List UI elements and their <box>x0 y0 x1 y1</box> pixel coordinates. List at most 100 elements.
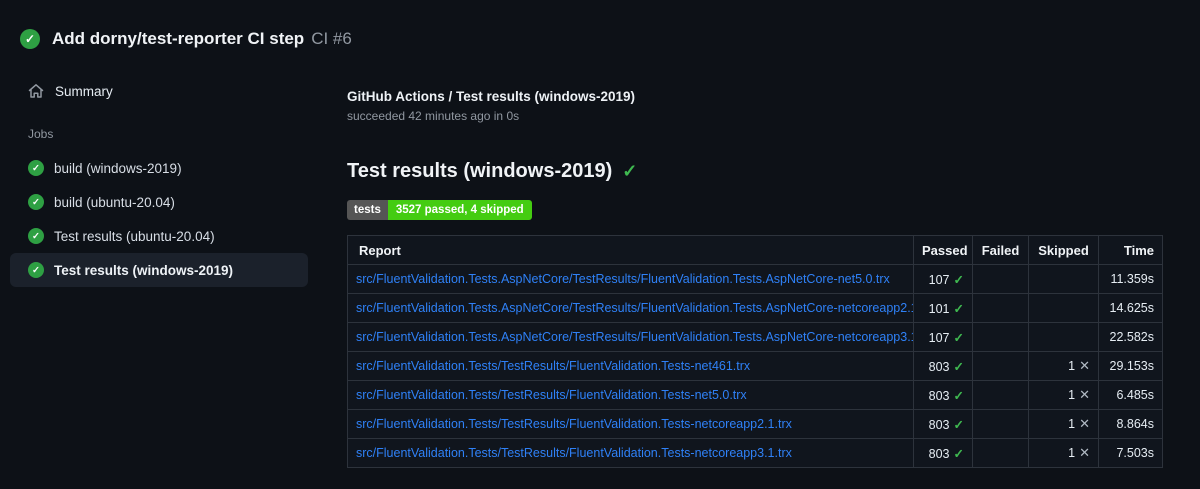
skipped-cell <box>1028 322 1099 352</box>
table-row: src/FluentValidation.Tests/TestResults/F… <box>347 409 1163 439</box>
sidebar-job-item[interactable]: ✓ build (windows-2019) <box>10 151 308 185</box>
tests-badge: tests 3527 passed, 4 skipped <box>347 200 532 220</box>
passed-count: 107 <box>928 330 950 345</box>
passed-check-icon: ✓ <box>953 446 964 461</box>
passed-check-icon: ✓ <box>953 272 964 287</box>
job-label: build (ubuntu-20.04) <box>54 194 175 210</box>
table-row: src/FluentValidation.Tests.AspNetCore/Te… <box>347 322 1163 352</box>
time-cell: 22.582s <box>1098 322 1163 352</box>
sidebar-job-item[interactable]: ✓ Test results (windows-2019) <box>10 253 308 287</box>
sidebar-job-item[interactable]: ✓ build (ubuntu-20.04) <box>10 185 308 219</box>
skipped-x-icon: ✕ <box>1079 387 1090 402</box>
jobs-section-label: Jobs <box>28 127 54 141</box>
time-cell: 8.864s <box>1098 409 1163 439</box>
sidebar: Summary Jobs ✓ build (windows-2019) ✓ build… <box>0 56 347 287</box>
skipped-cell: 1 ✕ <box>1028 438 1099 468</box>
time-cell: 14.625s <box>1098 293 1163 323</box>
passed-count: 803 <box>928 359 950 374</box>
skipped-count: 1 <box>1068 446 1076 460</box>
run-title: Add dorny/test-reporter CI step <box>52 28 305 48</box>
passed-cell: 803 ✓ <box>913 409 973 439</box>
column-header-report: Report <box>347 235 914 265</box>
check-status-line: succeeded 42 minutes ago in 0s <box>347 109 520 123</box>
table-row: src/FluentValidation.Tests.AspNetCore/Te… <box>347 264 1163 294</box>
column-header-passed: Passed <box>913 235 973 265</box>
check-circle-icon: ✓ <box>28 228 44 244</box>
report-link[interactable]: src/FluentValidation.Tests/TestResults/F… <box>356 446 792 460</box>
passed-cell: 803 ✓ <box>913 351 973 381</box>
report-link[interactable]: src/FluentValidation.Tests.AspNetCore/Te… <box>356 330 914 344</box>
passed-check-icon: ✓ <box>953 417 964 432</box>
passed-check-icon: ✓ <box>953 301 964 316</box>
table-row: src/FluentValidation.Tests/TestResults/F… <box>347 380 1163 410</box>
tests-badge-label: tests <box>347 200 388 220</box>
skipped-cell <box>1028 264 1099 294</box>
sidebar-summary-label: Summary <box>55 83 113 99</box>
jobs-list: ✓ build (windows-2019) ✓ build (ubuntu-20.0… <box>10 151 308 287</box>
report-cell: src/FluentValidation.Tests/TestResults/F… <box>347 351 914 381</box>
tests-badge-value: 3527 passed, 4 skipped <box>387 200 532 220</box>
report-cell: src/FluentValidation.Tests/TestResults/F… <box>347 380 914 410</box>
passed-count: 803 <box>928 417 950 432</box>
report-cell: src/FluentValidation.Tests/TestResults/F… <box>347 438 914 468</box>
time-cell: 11.359s <box>1098 264 1163 294</box>
check-circle-icon: ✓ <box>28 194 44 210</box>
failed-cell <box>972 293 1029 323</box>
home-icon <box>28 83 44 99</box>
passed-cell: 803 ✓ <box>913 380 973 410</box>
section-title-text: Test results (windows-2019) <box>347 160 613 182</box>
job-label: Test results (ubuntu-20.04) <box>54 228 215 244</box>
run-number: CI #6 <box>311 28 352 48</box>
failed-cell <box>972 322 1029 352</box>
skipped-cell <box>1028 293 1099 323</box>
table-row: src/FluentValidation.Tests/TestResults/F… <box>347 351 1163 381</box>
job-label: build (windows-2019) <box>54 160 182 176</box>
run-header: ✓ Add dorny/test-reporter CI step CI #6 <box>0 0 1200 56</box>
passed-count: 101 <box>928 301 950 316</box>
report-link[interactable]: src/FluentValidation.Tests.AspNetCore/Te… <box>356 301 914 315</box>
skipped-x-icon: ✕ <box>1079 358 1090 373</box>
passed-cell: 107 ✓ <box>913 264 973 294</box>
passed-check-icon: ✓ <box>953 359 964 374</box>
section-title: Test results (windows-2019) ✓ <box>347 160 1163 183</box>
passed-count: 803 <box>928 446 950 461</box>
passed-check-icon: ✓ <box>953 388 964 403</box>
table-header-row: Report Passed Failed Skipped Time <box>347 235 1163 265</box>
report-link[interactable]: src/FluentValidation.Tests/TestResults/F… <box>356 359 751 373</box>
passed-cell: 803 ✓ <box>913 438 973 468</box>
main-content: GitHub Actions / Test results (windows-2… <box>347 56 1200 468</box>
test-results-table: Report Passed Failed Skipped Time src/Fl… <box>347 235 1163 468</box>
skipped-count: 1 <box>1068 359 1076 373</box>
report-cell: src/FluentValidation.Tests.AspNetCore/Te… <box>347 322 914 352</box>
skipped-x-icon: ✕ <box>1079 416 1090 431</box>
time-cell: 29.153s <box>1098 351 1163 381</box>
passed-count: 803 <box>928 388 950 403</box>
page-layout: Summary Jobs ✓ build (windows-2019) ✓ build… <box>0 56 1200 468</box>
skipped-x-icon: ✕ <box>1079 445 1090 460</box>
check-circle-icon: ✓ <box>20 28 40 49</box>
failed-cell <box>972 380 1029 410</box>
sidebar-job-item[interactable]: ✓ Test results (ubuntu-20.04) <box>10 219 308 253</box>
column-header-failed: Failed <box>972 235 1029 265</box>
passed-cell: 101 ✓ <box>913 293 973 323</box>
failed-cell <box>972 409 1029 439</box>
skipped-cell: 1 ✕ <box>1028 351 1099 381</box>
report-link[interactable]: src/FluentValidation.Tests.AspNetCore/Te… <box>356 272 890 286</box>
skipped-cell: 1 ✕ <box>1028 380 1099 410</box>
table-row: src/FluentValidation.Tests/TestResults/F… <box>347 438 1163 468</box>
report-link[interactable]: src/FluentValidation.Tests/TestResults/F… <box>356 417 792 431</box>
passed-check-icon: ✓ <box>953 330 964 345</box>
report-cell: src/FluentValidation.Tests.AspNetCore/Te… <box>347 264 914 294</box>
skipped-count: 1 <box>1068 417 1076 431</box>
check-circle-icon: ✓ <box>28 262 44 278</box>
column-header-skipped: Skipped <box>1028 235 1099 265</box>
report-link[interactable]: src/FluentValidation.Tests/TestResults/F… <box>356 388 747 402</box>
report-cell: src/FluentValidation.Tests.AspNetCore/Te… <box>347 293 914 323</box>
sidebar-item-summary[interactable]: Summary <box>10 80 308 102</box>
skipped-cell: 1 ✕ <box>1028 409 1099 439</box>
report-cell: src/FluentValidation.Tests/TestResults/F… <box>347 409 914 439</box>
column-header-time: Time <box>1098 235 1163 265</box>
job-label: Test results (windows-2019) <box>54 262 234 278</box>
passed-count: 107 <box>928 272 950 287</box>
time-cell: 6.485s <box>1098 380 1163 410</box>
